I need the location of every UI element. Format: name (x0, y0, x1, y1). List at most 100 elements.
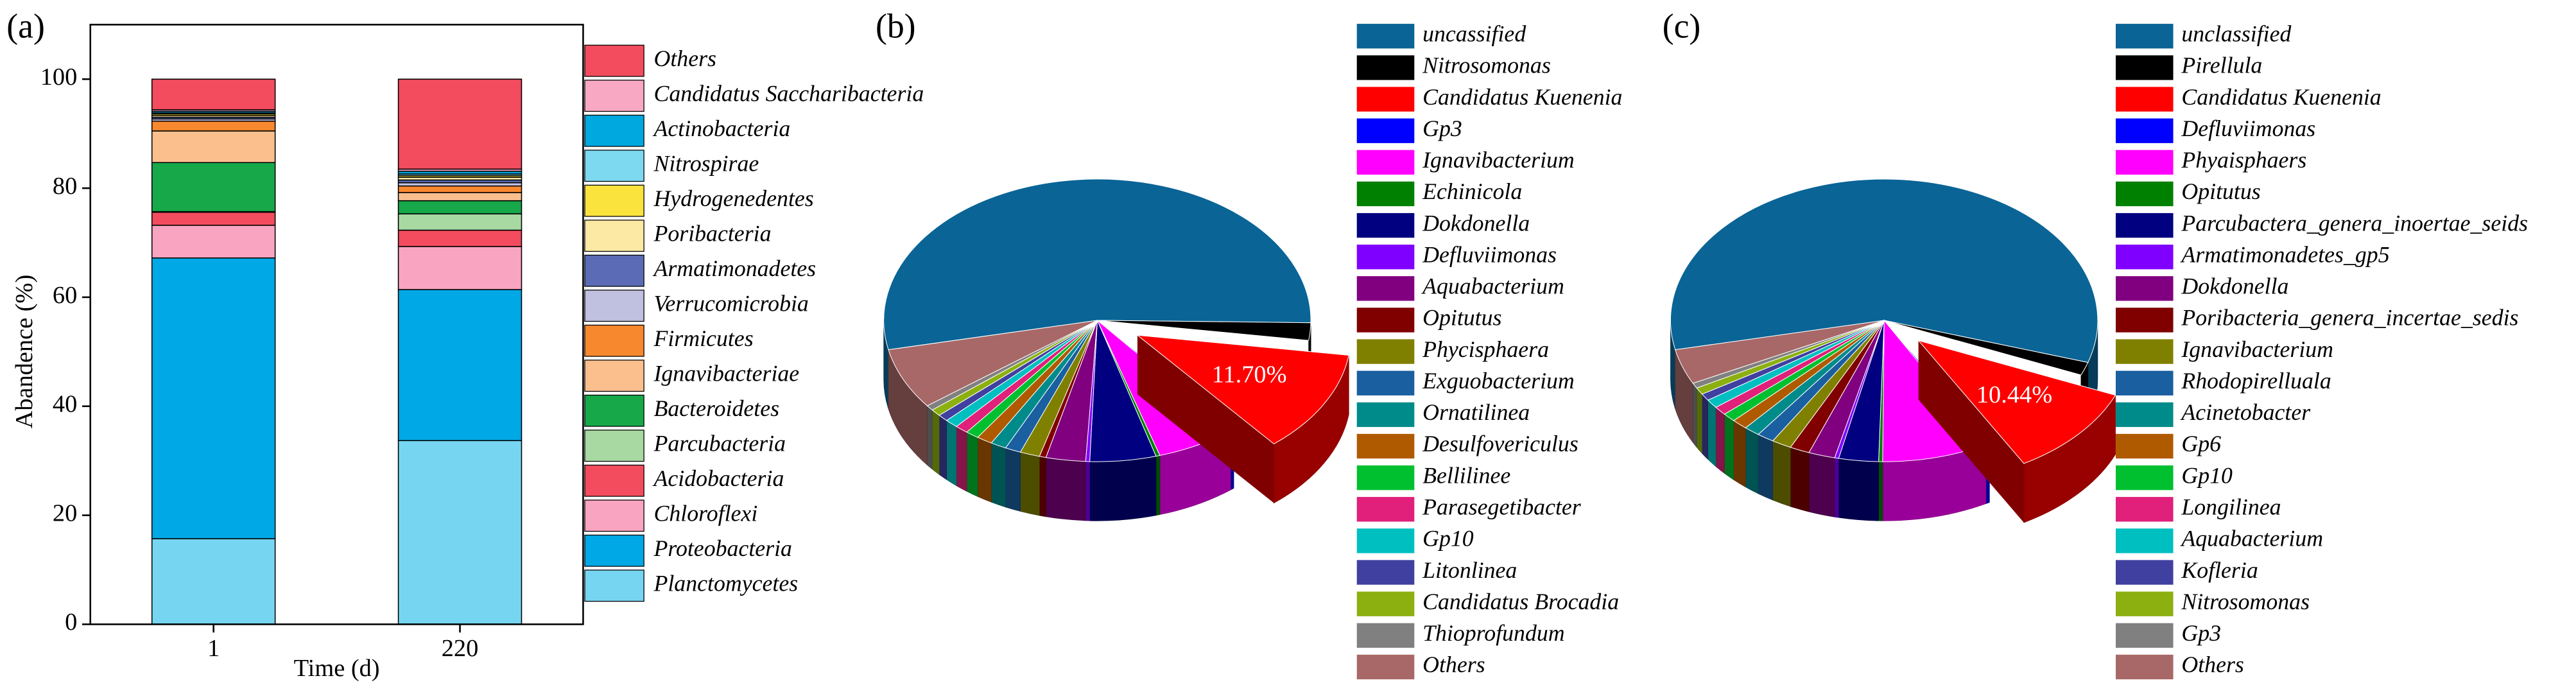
legend-label: Gp10 (2181, 462, 2233, 488)
legend-swatch (1356, 339, 1415, 364)
pie-side (1005, 447, 1021, 512)
panel-label: (b) (876, 6, 916, 45)
x-axis-title: Time (d) (294, 655, 380, 682)
y-tick-label: 60 (53, 282, 77, 309)
legend-swatch (584, 114, 644, 147)
y-tick-label: 20 (53, 499, 77, 526)
x-tick-label: 1 (207, 635, 220, 662)
legend-label: Candidatus Kuenenia (2181, 84, 2381, 110)
bar-segment (397, 246, 523, 290)
pie-side (977, 437, 992, 503)
legend-label: Ignavibacterium (2181, 336, 2333, 362)
legend-swatch (1356, 591, 1415, 616)
pie-side (1692, 382, 1697, 448)
legend-swatch (2115, 55, 2174, 80)
pie-side (1745, 427, 1759, 494)
pie-side (927, 405, 933, 470)
legend-swatch (584, 184, 644, 217)
legend-label: Parasegetibacter (1422, 494, 1582, 520)
pie-side (1772, 440, 1791, 507)
pie-side (931, 409, 940, 475)
legend-swatch (584, 394, 644, 427)
legend-label: Planctomycetes (653, 571, 798, 596)
legend-swatch (1356, 150, 1415, 175)
legend-swatch (2115, 213, 2174, 238)
legend-label: Rhodopirelluala (2181, 368, 2331, 394)
legend-swatch (584, 254, 644, 287)
legend-label: Phyaisphaers (2181, 147, 2306, 173)
legend-swatch (2115, 623, 2174, 648)
data-label: 11.70% (1212, 361, 1287, 388)
legend-swatch (584, 150, 644, 182)
legend-label: Others (1422, 652, 1485, 677)
bar-segment (397, 192, 523, 202)
legend-swatch (584, 569, 644, 602)
bar-segment (397, 78, 523, 170)
legend-swatch (1356, 402, 1415, 428)
pie-side (1790, 447, 1810, 512)
pie-side (1834, 457, 1839, 518)
legend-label: Poribacteria_genera_incertae_sedis (2181, 305, 2518, 331)
legend-label: Longilinea (2181, 494, 2281, 520)
legend-swatch (1356, 370, 1415, 395)
legend-label: unclassified (2181, 21, 2291, 47)
legend-label: Defluviimonas (1422, 241, 1557, 267)
legend-label: Opitutus (2181, 178, 2260, 204)
legend-label: Gp6 (2181, 431, 2221, 456)
legend-label: Hydrogenedentes (653, 186, 813, 211)
legend-swatch (1356, 654, 1415, 680)
pie-side (990, 442, 1006, 508)
pie-side (956, 426, 967, 492)
bar-segment (151, 162, 276, 213)
data-label: 10.44% (1976, 381, 2052, 408)
legend-swatch (1356, 245, 1415, 270)
legend-label: Proteobacteria (653, 535, 791, 561)
pie-side (1696, 387, 1702, 455)
legend-swatch (1356, 560, 1415, 585)
plot-frame (89, 24, 584, 625)
legend-label: uncassified (1422, 21, 1526, 47)
legend-swatch (2115, 308, 2174, 333)
legend-swatch (2115, 339, 2174, 364)
figure-group: (a) 1 220 0 20 40 60 80 100 Time (d) Abandence (%)… (6, 6, 2528, 681)
legend-swatch (584, 220, 644, 252)
legend-label: Gp10 (1422, 526, 1474, 551)
legend-label: Gp3 (1422, 116, 1462, 141)
legend-label: Verrucomicrobia (653, 290, 808, 316)
legend-swatch (584, 534, 644, 567)
legend-swatch (1356, 433, 1415, 459)
legend-label: Litonlinea (1422, 557, 1517, 583)
legend-label: Dokdonella (2181, 273, 2288, 299)
legend-label: Phycisphaera (1422, 336, 1549, 362)
bar-segment (151, 120, 276, 132)
bar-segment (397, 213, 523, 231)
legend-swatch (1356, 213, 1415, 238)
pie-slice (888, 320, 1098, 406)
pie-side (1020, 451, 1040, 516)
pie-side (1838, 458, 1879, 521)
pie-side (966, 431, 978, 497)
legend-swatch (584, 44, 644, 77)
legend-label: Others (653, 46, 716, 71)
legend-label: Ornatilinea (1422, 399, 1530, 425)
legend-swatch (2115, 402, 2174, 428)
legend-label: Acinetobacter (2180, 399, 2311, 425)
bar-segment (397, 200, 523, 214)
legend-swatch (2115, 118, 2174, 143)
bar-segment (397, 229, 523, 247)
legend-swatch (1356, 623, 1415, 648)
bar-segment (151, 78, 276, 110)
pie-side (938, 415, 947, 480)
pie-side (1733, 420, 1746, 488)
pie-side (1758, 434, 1774, 501)
legend-label: Nitrosomonas (1422, 53, 1551, 78)
bar-segment (397, 185, 523, 193)
legend-label: Candidatus Brocadia (1422, 589, 1619, 614)
bar-segment (397, 440, 523, 625)
pie-side (1715, 406, 1725, 474)
bar-segment (151, 538, 276, 625)
legend-swatch (584, 429, 644, 462)
pie-side (1046, 457, 1086, 521)
legend-swatch (1356, 528, 1415, 553)
